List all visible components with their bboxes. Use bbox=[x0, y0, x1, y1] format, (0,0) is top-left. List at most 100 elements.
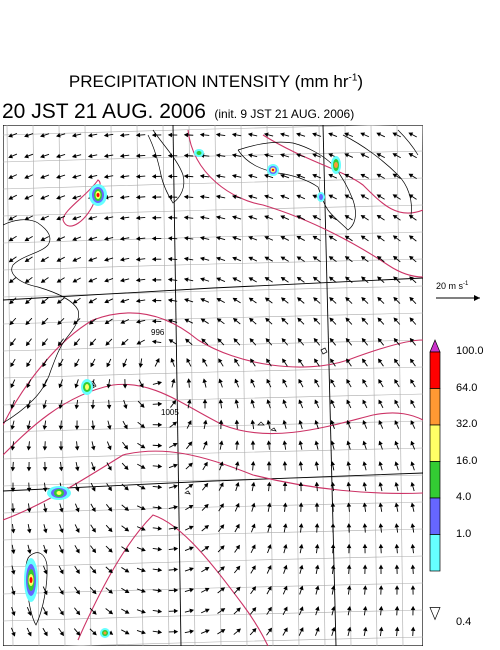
wind-arrow bbox=[151, 298, 162, 303]
wind-arrow bbox=[330, 399, 336, 409]
wind-arrow bbox=[135, 194, 146, 200]
wind-arrow bbox=[265, 317, 273, 325]
wind-arrow bbox=[218, 503, 224, 512]
wind-arrow bbox=[26, 420, 32, 430]
wind-arrow bbox=[199, 194, 210, 200]
map-title: PRECIPITATION INTENSITY (mm hr-1) bbox=[68, 72, 364, 91]
wind-arrow bbox=[152, 567, 163, 573]
wind-arrow bbox=[266, 606, 272, 615]
wind-arrow bbox=[408, 235, 417, 242]
wind-arrow bbox=[218, 398, 224, 409]
wind-arrow bbox=[119, 215, 130, 221]
wind-arrow bbox=[378, 543, 384, 554]
colorbar-label: 32.0 bbox=[456, 418, 478, 430]
wind-arrow bbox=[56, 174, 66, 179]
valid-time: 20 JST 21 AUG. 2006 bbox=[2, 100, 206, 123]
wind-arrow bbox=[378, 358, 384, 367]
meridian-line bbox=[370, 125, 378, 646]
wind-arrow bbox=[218, 378, 223, 388]
wind-arrow bbox=[58, 628, 64, 637]
wind-arrow bbox=[377, 337, 384, 346]
wind-arrow bbox=[394, 481, 399, 492]
wind-arrow bbox=[9, 338, 16, 347]
wind-arrow bbox=[122, 420, 128, 430]
wind-arrow bbox=[26, 399, 31, 410]
wind-arrow bbox=[75, 482, 80, 492]
wind-arrow bbox=[392, 173, 401, 179]
wind-arrow bbox=[56, 277, 65, 283]
parallel-line bbox=[3, 125, 394, 136]
wind-arrow bbox=[106, 462, 112, 471]
wind-arrow bbox=[136, 609, 146, 614]
wind-arrow bbox=[328, 215, 337, 221]
wind-arrow bbox=[266, 399, 271, 409]
parallel-line bbox=[3, 285, 423, 298]
wind-arrow bbox=[168, 567, 179, 572]
rain-cell bbox=[317, 192, 325, 202]
wind-arrow bbox=[345, 317, 353, 325]
wind-arrow bbox=[104, 318, 113, 325]
wind-arrow bbox=[40, 256, 49, 262]
wind-arrow bbox=[42, 482, 48, 493]
wind-arrow bbox=[105, 545, 113, 553]
wind-arrow bbox=[266, 627, 273, 636]
wind-arrow bbox=[315, 626, 320, 636]
wind-arrow bbox=[217, 608, 226, 614]
wind-arrow bbox=[26, 441, 32, 451]
wind-arrow bbox=[345, 337, 353, 346]
wind-arrow bbox=[9, 297, 17, 305]
wind-arrow bbox=[234, 399, 240, 409]
wind-arrow bbox=[43, 544, 48, 554]
wind-arrow bbox=[26, 482, 32, 493]
wind-arrow bbox=[410, 461, 415, 471]
wind-arrow bbox=[217, 629, 226, 635]
wind-arrow bbox=[267, 523, 272, 533]
wind-arrow bbox=[234, 358, 240, 367]
wind-arrow bbox=[362, 440, 367, 450]
wind-arrow bbox=[314, 399, 320, 409]
wind-arrow bbox=[282, 358, 288, 367]
wind-arrow bbox=[152, 546, 163, 552]
wind-arrow bbox=[282, 481, 288, 492]
wind-arrow bbox=[331, 606, 336, 616]
wind-arrow bbox=[24, 276, 33, 284]
parallel-line bbox=[3, 177, 423, 190]
wind-arrow bbox=[121, 483, 129, 491]
wind-arrow bbox=[378, 502, 384, 512]
wind-arrow bbox=[378, 481, 384, 492]
wind-arrow bbox=[232, 256, 242, 262]
wind-arrow bbox=[41, 297, 49, 304]
wind-arrow bbox=[40, 195, 50, 200]
wind-arrow bbox=[122, 441, 129, 450]
wind-arrow bbox=[72, 174, 82, 179]
wind-arrow bbox=[296, 276, 305, 283]
wind-arrow bbox=[266, 502, 272, 512]
wind-scale-arrowhead bbox=[474, 295, 480, 301]
wind-arrow bbox=[298, 399, 304, 409]
wind-arrow bbox=[234, 378, 240, 388]
wind-arrow bbox=[168, 629, 179, 635]
wind-arrow bbox=[151, 318, 162, 324]
wind-arrow bbox=[40, 277, 49, 283]
wind-arrow bbox=[8, 174, 18, 179]
wind-arrow bbox=[72, 215, 82, 221]
wind-arrow bbox=[362, 378, 368, 388]
wind-arrow bbox=[121, 567, 130, 573]
wind-arrow bbox=[119, 174, 130, 179]
colorbar-over-triangle bbox=[429, 339, 441, 353]
wind-arrow bbox=[360, 173, 369, 179]
wind-arrow bbox=[282, 502, 288, 512]
colorbar-segment bbox=[429, 424, 441, 462]
colorbar-segment bbox=[429, 461, 441, 499]
wind-arrow bbox=[42, 399, 47, 410]
wind-arrow bbox=[184, 629, 195, 634]
wind-arrow bbox=[26, 503, 32, 513]
wind-arrow bbox=[280, 297, 289, 304]
parallel-line bbox=[3, 528, 423, 541]
wind-arrow bbox=[57, 318, 65, 325]
wind-arrow bbox=[167, 132, 178, 138]
wind-arrow bbox=[344, 194, 353, 200]
projection-lines bbox=[3, 125, 423, 646]
wind-arrow bbox=[378, 523, 384, 533]
colorbar-label: 64.0 bbox=[456, 381, 478, 394]
